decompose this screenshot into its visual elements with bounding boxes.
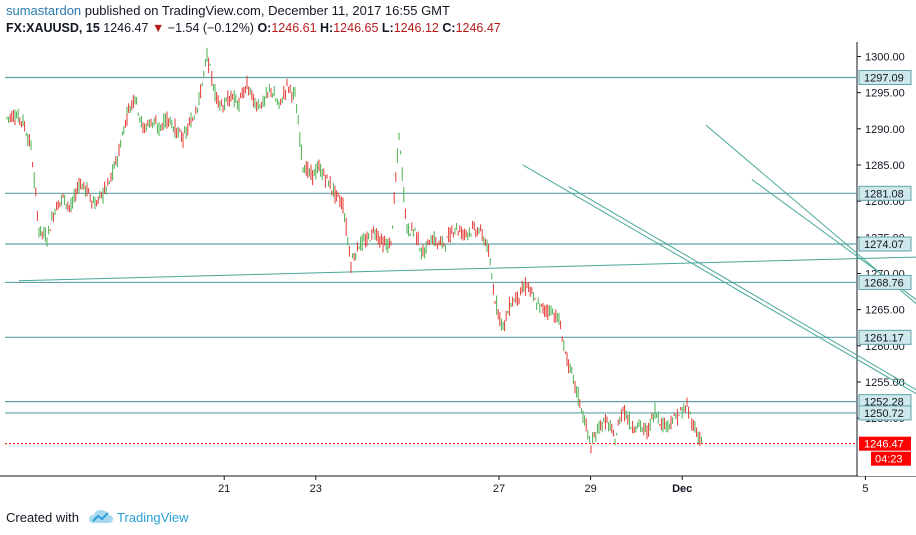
author-link[interactable]: sumastardon: [6, 3, 82, 18]
y-tick-label: 1295.00: [865, 88, 905, 100]
level-label: 1250.72: [864, 408, 904, 420]
tradingview-link[interactable]: TradingView: [117, 510, 189, 525]
trend-line[interactable]: [751, 179, 916, 447]
plot-area[interactable]: [5, 42, 857, 476]
x-tick-label: 21: [218, 483, 230, 495]
published-text: published on TradingView.com, December 1…: [84, 3, 450, 18]
y-tick-label: 1300.00: [865, 51, 905, 63]
last-price-label: 1246.47: [864, 439, 904, 451]
price-chart[interactable]: 1300.001295.001290.001285.001280.001275.…: [0, 42, 916, 500]
level-label-box[interactable]: [858, 405, 912, 421]
symbol-name[interactable]: FX:XAUUSD, 15: [6, 21, 100, 35]
level-label: 1261.17: [864, 332, 904, 344]
level-label: 1281.08: [864, 188, 904, 200]
y-tick-label: 1255.00: [865, 377, 905, 389]
x-tick-label: 5: [862, 483, 868, 495]
last-price-box: [859, 436, 911, 451]
level-label-box[interactable]: [858, 329, 912, 345]
tradingview-cloud-icon[interactable]: [88, 508, 114, 526]
last-price-text: 1246.47: [103, 21, 149, 35]
x-tick-label: Dec: [672, 483, 692, 495]
countdown-label: 04:23: [875, 454, 903, 466]
chart-header: sumastardon published on TradingView.com…: [0, 0, 916, 42]
publish-line: sumastardon published on TradingView.com…: [6, 3, 450, 18]
open-value: 1246.61: [271, 21, 317, 35]
created-with-text: Created with: [6, 510, 79, 525]
x-tick-label: 27: [493, 483, 505, 495]
level-label-box[interactable]: [858, 185, 912, 201]
low-label: L:: [381, 21, 394, 35]
countdown-box: [871, 451, 911, 466]
y-tick-label: 1290.00: [865, 124, 905, 136]
close-label: C:: [442, 21, 456, 35]
trend-line[interactable]: [18, 255, 916, 282]
x-tick-label: 29: [584, 483, 596, 495]
symbol-line: FX:XAUUSD, 15 1246.47 ▼ −1.54 (−0.12%) O…: [6, 21, 501, 35]
y-tick-label: 1265.00: [865, 305, 905, 317]
change-text: −1.54 (−0.12%): [167, 21, 254, 35]
trend-line[interactable]: [568, 186, 916, 455]
high-label: H:: [320, 21, 334, 35]
level-label-box[interactable]: [858, 70, 912, 86]
open-label: O:: [257, 21, 272, 35]
y-tick-label: 1285.00: [865, 160, 905, 172]
level-label-box[interactable]: [858, 236, 912, 252]
level-label-box[interactable]: [858, 274, 912, 290]
footer: Created with TradingView: [0, 500, 916, 535]
low-value: 1246.12: [393, 21, 439, 35]
down-arrow-icon: ▼: [151, 21, 165, 35]
level-label: 1297.09: [864, 73, 904, 85]
x-tick-label: 23: [310, 483, 322, 495]
high-value: 1246.65: [333, 21, 379, 35]
level-label: 1268.76: [864, 277, 904, 289]
level-label: 1274.07: [864, 239, 904, 251]
trend-line[interactable]: [522, 164, 916, 458]
close-value: 1246.47: [455, 21, 501, 35]
